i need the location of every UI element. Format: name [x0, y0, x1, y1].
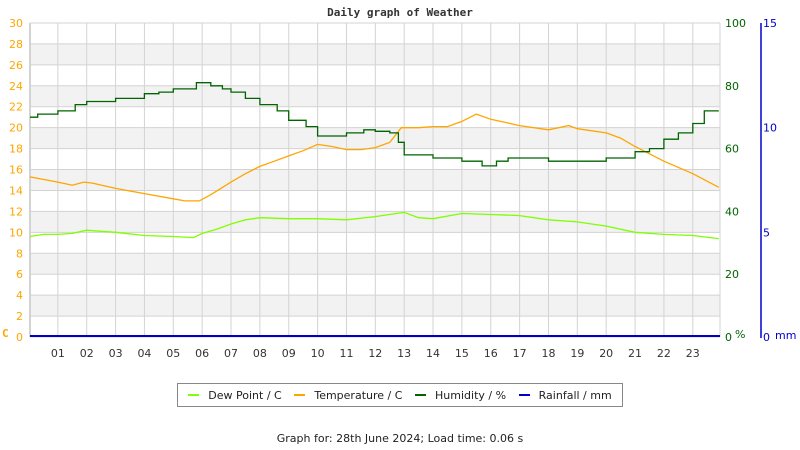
legend-item-dew-point[interactable]: Dew Point / C [188, 388, 282, 402]
temp-tick: 8 [16, 247, 23, 260]
temp-tick: 14 [9, 184, 23, 197]
humidity-tick: 80 [725, 80, 739, 93]
temperature-line [29, 113, 720, 202]
rainfall-axis: 0 5 10 15 mm [760, 17, 796, 344]
hour-tick: 11 [339, 347, 353, 360]
temp-tick: 4 [16, 289, 23, 302]
hour-tick: 10 [311, 347, 325, 360]
hour-tick: 02 [80, 347, 94, 360]
rainfall-swatch [518, 394, 530, 396]
legend-label: Rainfall / mm [538, 388, 612, 402]
graph-footer: Graph for: 28th June 2024; Load time: 0.… [276, 432, 524, 445]
hour-tick: 16 [484, 347, 498, 360]
humidity-tick: 100 [725, 17, 746, 30]
hour-tick: 23 [686, 347, 700, 360]
legend-item-rainfall[interactable]: Rainfall / mm [518, 388, 612, 402]
hour-tick: 08 [253, 347, 267, 360]
temp-tick: 22 [9, 101, 23, 114]
humidity-unit: % [735, 328, 745, 341]
hour-tick: 09 [282, 347, 296, 360]
humidity-tick: 60 [725, 143, 739, 156]
temp-tick: 6 [16, 268, 23, 281]
dew-point-line [29, 211, 719, 240]
hour-tick: 15 [455, 347, 469, 360]
legend-label: Humidity / % [435, 388, 507, 402]
humidity-tick: 0 [725, 331, 732, 344]
hour-tick: 03 [109, 347, 123, 360]
legend-label: Temperature / C [314, 388, 403, 402]
grid-lines [29, 22, 721, 338]
rain-tick: 10 [763, 122, 777, 135]
temp-tick: 10 [9, 226, 23, 239]
chart-legend: Dew Point / C Temperature / C Humidity /… [177, 383, 623, 407]
humidity-line [30, 82, 719, 167]
humidity-axis: 0 20 40 60 80 100% [725, 17, 746, 344]
rain-tick: 0 [763, 331, 770, 344]
hour-tick: 13 [397, 347, 411, 360]
humidity-tick: 40 [725, 205, 739, 218]
hour-tick: 18 [541, 347, 555, 360]
hour-tick: 19 [570, 347, 584, 360]
hour-tick: 17 [513, 347, 527, 360]
chart-title: Daily graph of Weather [327, 6, 473, 19]
hour-axis: 01 02 03 04 05 06 07 08 09 10 11 12 13 14 15 16 17 18 19 20… [51, 347, 700, 360]
temp-tick: 28 [9, 38, 23, 51]
temp-tick: 20 [9, 122, 23, 135]
hour-tick: 01 [51, 347, 65, 360]
temp-tick: 12 [9, 205, 23, 218]
temp-tick: 24 [9, 80, 23, 93]
temp-tick: 16 [9, 164, 23, 177]
rain-tick: 5 [763, 226, 770, 239]
hour-tick: 05 [166, 347, 180, 360]
dew-point-swatch [188, 394, 200, 396]
temp-tick: 30 [9, 17, 23, 30]
legend-label: Dew Point / C [208, 388, 282, 402]
hour-tick: 22 [657, 347, 671, 360]
temp-tick: 18 [9, 143, 23, 156]
humidity-swatch [415, 394, 427, 396]
hour-tick: 12 [368, 347, 382, 360]
temp-tick: 2 [16, 310, 23, 323]
temperature-swatch [294, 394, 306, 396]
temp-tick: 26 [9, 59, 23, 72]
hour-tick: 07 [224, 347, 238, 360]
hour-tick: 21 [628, 347, 642, 360]
temp-unit: C [2, 327, 9, 340]
humidity-tick: 20 [725, 268, 739, 281]
hour-tick: 14 [426, 347, 440, 360]
legend-item-temperature[interactable]: Temperature / C [294, 389, 402, 402]
data-series [29, 82, 720, 337]
rain-unit: mm [775, 329, 796, 342]
hour-tick: 04 [137, 347, 151, 360]
rain-tick: 15 [763, 17, 777, 30]
hour-tick: 20 [599, 347, 613, 360]
hour-tick: 06 [195, 347, 209, 360]
legend-item-humidity[interactable]: Humidity / % [415, 389, 506, 402]
temp-tick: 0 [16, 331, 23, 344]
